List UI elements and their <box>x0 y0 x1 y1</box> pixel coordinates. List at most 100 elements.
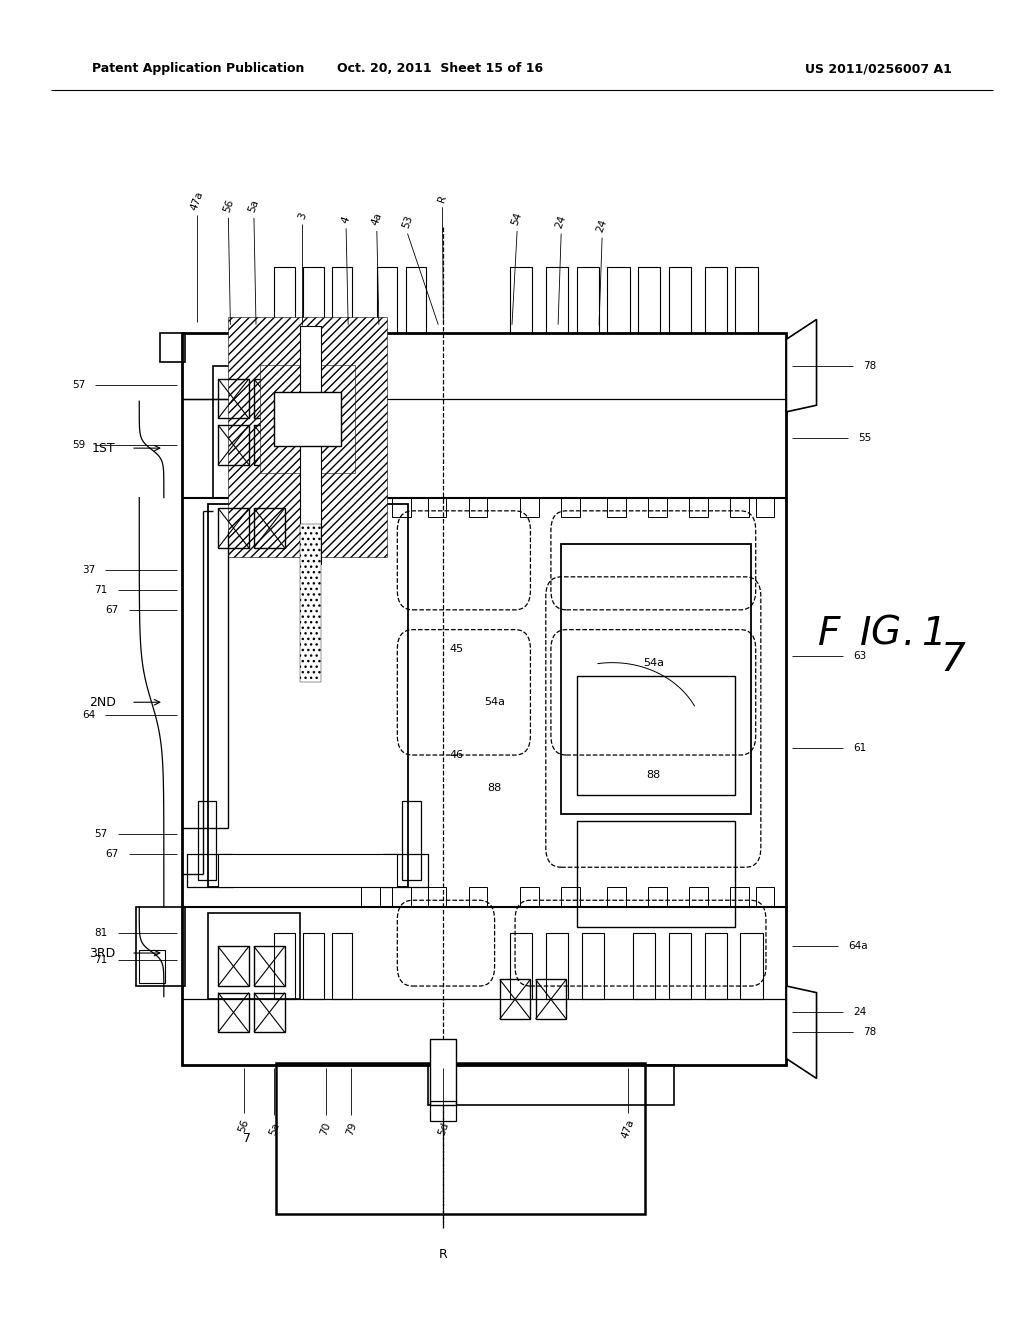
Bar <box>577 821 735 927</box>
Bar <box>561 887 580 907</box>
Bar <box>361 498 380 517</box>
Text: 37: 37 <box>82 565 95 576</box>
Text: 56: 56 <box>221 198 236 214</box>
Bar <box>208 504 408 887</box>
Bar <box>182 333 786 1065</box>
Text: 63: 63 <box>853 651 866 661</box>
Bar <box>254 379 285 418</box>
Bar <box>213 366 295 498</box>
Bar <box>648 887 667 907</box>
Bar <box>730 498 749 517</box>
Text: 4: 4 <box>340 215 352 224</box>
Bar <box>546 933 568 999</box>
Bar <box>382 854 428 887</box>
Text: 88: 88 <box>487 783 502 793</box>
Bar <box>300 326 321 564</box>
Bar <box>198 801 216 880</box>
Text: 1ST: 1ST <box>92 442 116 454</box>
Bar <box>510 933 532 999</box>
Text: 5a: 5a <box>247 198 261 214</box>
Bar <box>218 379 249 418</box>
Bar <box>561 544 751 814</box>
Text: 70: 70 <box>318 1121 333 1137</box>
Bar <box>510 267 532 333</box>
Text: 7: 7 <box>243 1133 251 1144</box>
Bar <box>276 1063 645 1214</box>
Text: G: G <box>870 615 901 652</box>
Text: 57: 57 <box>72 380 85 391</box>
Bar <box>577 676 735 795</box>
Bar <box>303 267 324 333</box>
Bar <box>469 498 487 517</box>
Text: 78: 78 <box>863 360 877 371</box>
Text: 5a: 5a <box>267 1121 282 1137</box>
Text: 61: 61 <box>853 743 866 754</box>
Bar <box>500 979 530 1019</box>
Bar <box>208 913 300 999</box>
Text: Patent Application Publication: Patent Application Publication <box>92 62 304 75</box>
Bar <box>254 425 285 465</box>
Text: Oct. 20, 2011  Sheet 15 of 16: Oct. 20, 2011 Sheet 15 of 16 <box>337 62 544 75</box>
Bar <box>136 907 185 986</box>
Bar <box>303 933 324 999</box>
Text: 47a: 47a <box>188 189 205 211</box>
Text: 7: 7 <box>940 642 965 678</box>
Bar <box>577 267 599 333</box>
Bar <box>392 887 411 907</box>
Text: 3: 3 <box>296 211 308 220</box>
Bar <box>139 950 165 983</box>
Text: 81: 81 <box>94 928 108 939</box>
Text: 24: 24 <box>853 1007 866 1018</box>
Bar <box>187 854 233 887</box>
Text: 54a: 54a <box>484 697 505 708</box>
Text: 64a: 64a <box>848 941 867 952</box>
Bar <box>705 933 727 999</box>
Bar <box>689 498 708 517</box>
Text: 59: 59 <box>72 440 85 450</box>
Bar <box>430 1039 456 1105</box>
Text: 46: 46 <box>450 750 464 760</box>
Text: 47a: 47a <box>620 1118 636 1140</box>
Bar <box>735 267 758 333</box>
Bar <box>218 425 249 465</box>
Bar <box>428 498 446 517</box>
Bar <box>254 993 285 1032</box>
Text: I: I <box>859 615 871 652</box>
Text: 55: 55 <box>858 433 871 444</box>
Text: R: R <box>439 1247 447 1261</box>
Bar <box>536 979 566 1019</box>
Bar <box>228 317 387 557</box>
Polygon shape <box>786 986 816 1078</box>
Bar <box>160 333 185 362</box>
Text: 71: 71 <box>94 954 108 965</box>
Bar <box>254 508 285 548</box>
Bar <box>392 498 411 517</box>
Bar <box>218 993 249 1032</box>
Polygon shape <box>786 319 816 412</box>
Text: 57: 57 <box>94 829 108 840</box>
Text: 1: 1 <box>922 615 946 652</box>
Text: 88: 88 <box>646 770 660 780</box>
Bar <box>730 887 749 907</box>
Bar <box>332 933 352 999</box>
Bar <box>254 946 285 986</box>
Bar <box>300 524 321 682</box>
Bar <box>582 933 604 999</box>
Text: 24: 24 <box>554 214 568 230</box>
Bar <box>247 451 267 498</box>
Bar <box>689 887 708 907</box>
Bar <box>638 267 660 333</box>
Text: 67: 67 <box>105 605 119 615</box>
Bar <box>520 887 539 907</box>
Bar <box>361 887 380 907</box>
Text: 78: 78 <box>863 1027 877 1038</box>
Bar <box>218 854 397 887</box>
Bar <box>607 887 626 907</box>
Text: US 2011/0256007 A1: US 2011/0256007 A1 <box>806 62 952 75</box>
Bar <box>430 1101 456 1121</box>
Text: 4a: 4a <box>370 211 384 227</box>
Text: 56: 56 <box>237 1118 251 1134</box>
Text: 54: 54 <box>510 211 524 227</box>
Text: 45: 45 <box>450 644 464 655</box>
Bar <box>607 267 630 333</box>
